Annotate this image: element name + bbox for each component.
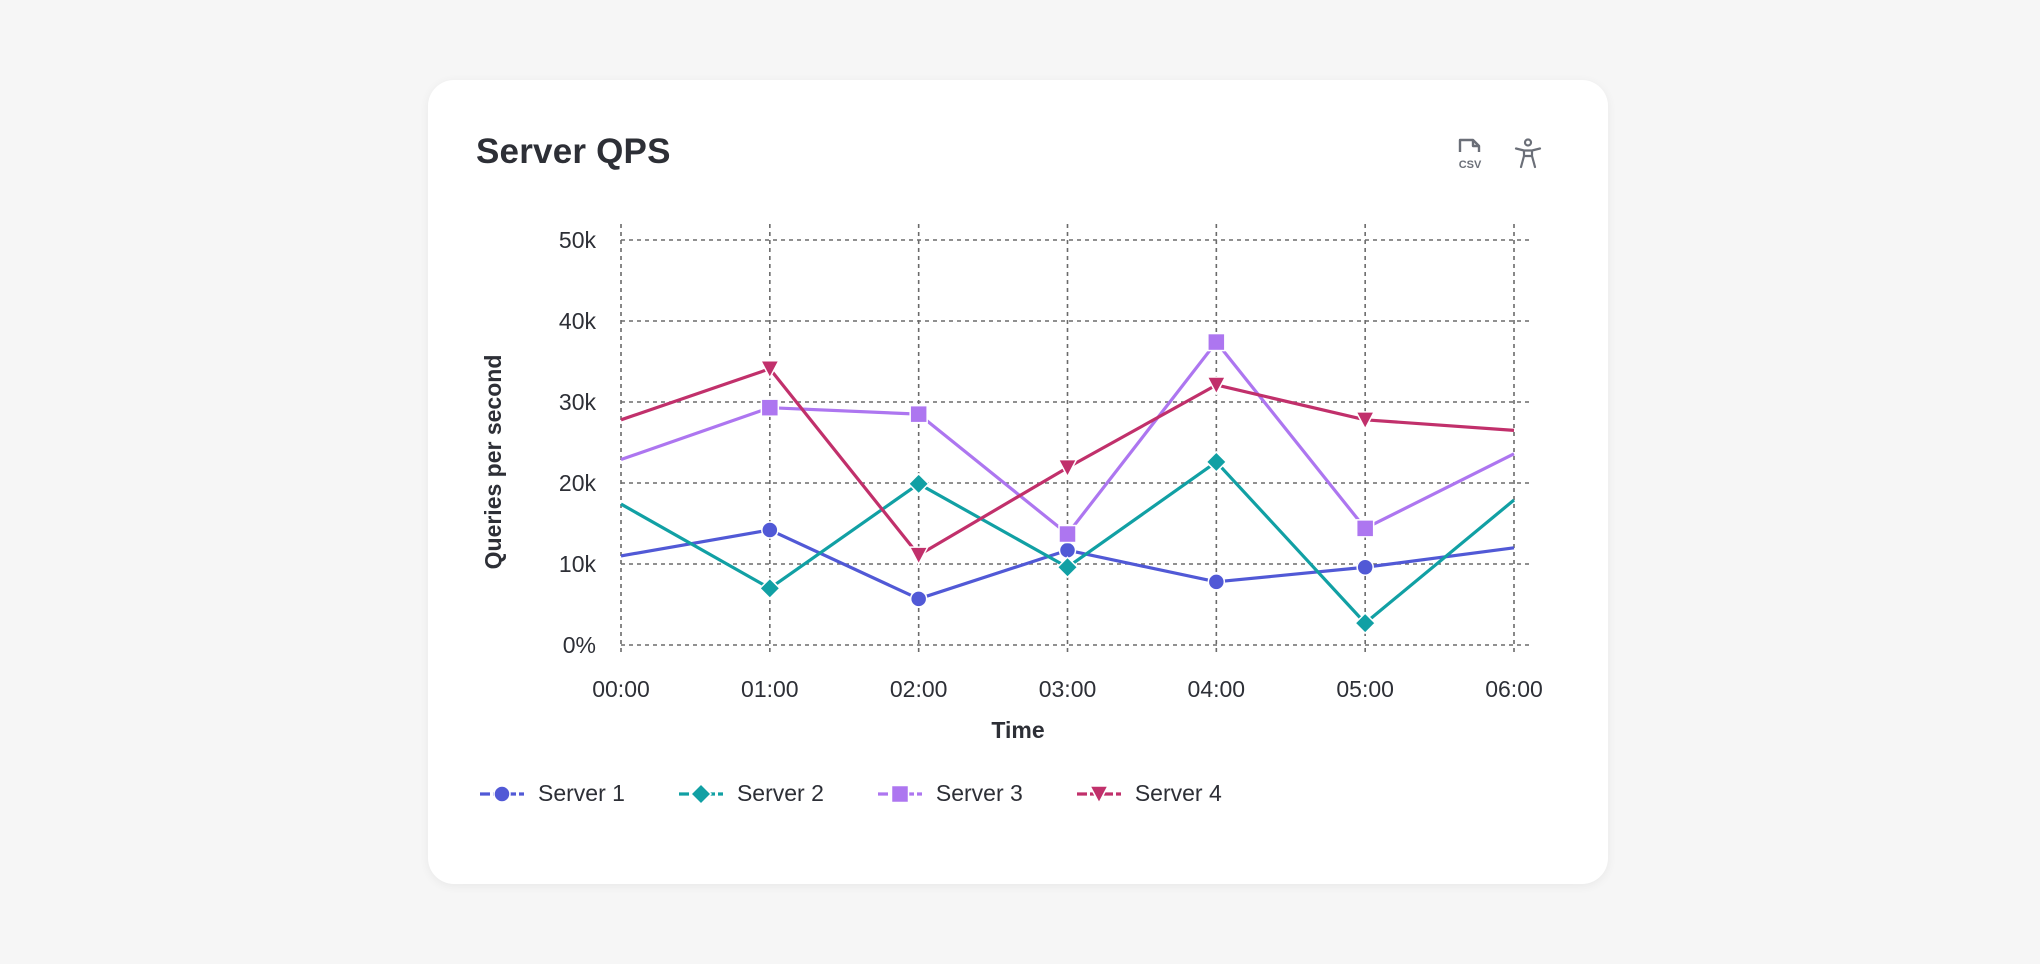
y-axis-label: Queries per second	[480, 355, 506, 570]
data-point	[1057, 458, 1078, 479]
data-point	[1207, 573, 1226, 591]
data-point	[1207, 332, 1226, 352]
legend-label: Server 3	[935, 780, 1023, 806]
y-tick-label: 20k	[559, 470, 597, 496]
x-axis-label: Time	[991, 717, 1044, 743]
chart-card: 0% 10k 20k 30k 40k 50k 00:00 01:00 02:00 03:00 04:…	[428, 80, 1608, 884]
legend-marker	[890, 784, 910, 803]
download-csv-button[interactable]: CSV	[1448, 132, 1492, 176]
y-tick-label: 0%	[563, 632, 596, 658]
legend-item-2[interactable]: Server 2	[677, 780, 824, 807]
x-tick-label: 03:00	[1039, 676, 1097, 702]
legend-marker	[689, 782, 712, 805]
series-4	[620, 360, 1515, 566]
accessibility-icon	[1514, 138, 1542, 169]
data-point	[1205, 450, 1228, 474]
legend-label: Server 1	[538, 780, 625, 806]
legend-item-4[interactable]: Server 4	[1075, 780, 1222, 807]
data-point	[759, 360, 781, 380]
data-point	[1356, 558, 1374, 576]
data-point	[758, 577, 781, 600]
x-tick-label: 01:00	[741, 676, 799, 702]
y-tick-label: 40k	[559, 308, 597, 334]
data-point	[1354, 411, 1376, 431]
data-point	[1355, 519, 1375, 538]
line-chart: 0% 10k 20k 30k 40k 50k 00:00 01:00 02:00 03:00 04:…	[480, 224, 1543, 743]
x-tick-label: 04:00	[1188, 676, 1246, 702]
y-tick-label: 30k	[559, 389, 597, 415]
series-1	[620, 521, 1515, 608]
data-point	[907, 472, 930, 495]
data-point	[760, 398, 780, 417]
legend-swatch	[1076, 784, 1121, 805]
legend-swatch	[480, 784, 524, 803]
chart-legend: Server 1 Server 2 Server 3 Server 4	[478, 780, 1274, 807]
legend-marker	[1088, 784, 1110, 805]
legend-label: Server 4	[1134, 780, 1222, 806]
data-point	[909, 404, 928, 424]
chart-title: Server QPS	[476, 132, 671, 171]
y-tick-label: 50k	[559, 227, 597, 253]
accessibility-button[interactable]	[1506, 132, 1550, 176]
grid	[620, 224, 1530, 653]
data-point	[761, 521, 779, 539]
y-tick-label: 10k	[559, 551, 597, 577]
data-point	[908, 546, 929, 566]
data-point	[1058, 524, 1077, 544]
data-point	[909, 590, 928, 608]
legend-label: Server 2	[736, 780, 824, 806]
data-point	[1206, 376, 1227, 396]
data-point	[1058, 541, 1077, 559]
x-tick-label: 00:00	[592, 676, 650, 702]
csv-file-icon: CSV	[1459, 138, 1482, 171]
legend-swatch	[877, 784, 922, 803]
legend-item-1[interactable]: Server 1	[478, 780, 625, 807]
series-3	[620, 332, 1515, 544]
x-tick-label: 05:00	[1336, 676, 1394, 702]
legend-swatch	[678, 782, 723, 805]
x-tick-label: 02:00	[890, 676, 948, 702]
csv-icon-label: CSV	[1459, 159, 1482, 171]
legend-marker	[493, 784, 511, 803]
legend-item-3[interactable]: Server 3	[876, 780, 1023, 807]
x-tick-label: 06:00	[1485, 676, 1543, 702]
data-point	[1056, 556, 1079, 579]
data-point	[1354, 612, 1377, 635]
series-2	[620, 450, 1516, 635]
